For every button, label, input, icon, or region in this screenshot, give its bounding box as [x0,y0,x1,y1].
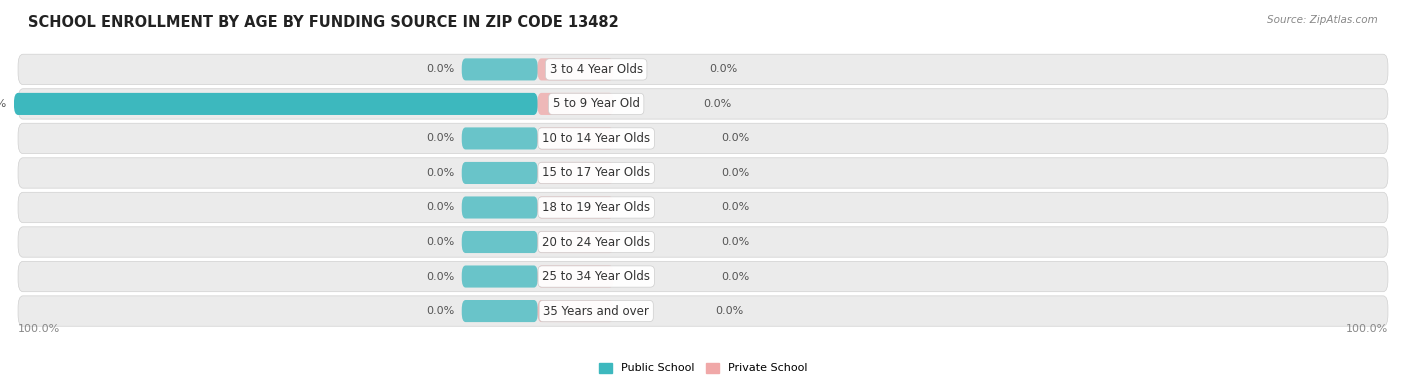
FancyBboxPatch shape [18,123,1388,154]
FancyBboxPatch shape [18,192,1388,223]
Text: 35 Years and over: 35 Years and over [543,305,650,317]
FancyBboxPatch shape [461,231,537,253]
Text: 0.0%: 0.0% [427,306,456,316]
FancyBboxPatch shape [18,158,1388,188]
FancyBboxPatch shape [18,261,1388,292]
Text: 0.0%: 0.0% [427,64,456,74]
Text: 0.0%: 0.0% [721,202,749,213]
Text: 100.0%: 100.0% [0,99,7,109]
FancyBboxPatch shape [537,162,613,184]
FancyBboxPatch shape [461,58,537,80]
FancyBboxPatch shape [18,89,1388,119]
Text: 25 to 34 Year Olds: 25 to 34 Year Olds [543,270,650,283]
Text: 0.0%: 0.0% [716,306,744,316]
Text: 5 to 9 Year Old: 5 to 9 Year Old [553,97,640,110]
FancyBboxPatch shape [537,58,613,80]
Text: SCHOOL ENROLLMENT BY AGE BY FUNDING SOURCE IN ZIP CODE 13482: SCHOOL ENROLLMENT BY AGE BY FUNDING SOUR… [28,15,619,30]
Text: 0.0%: 0.0% [703,99,731,109]
Text: 15 to 17 Year Olds: 15 to 17 Year Olds [543,167,651,179]
Text: 10 to 14 Year Olds: 10 to 14 Year Olds [543,132,651,145]
Text: 0.0%: 0.0% [721,237,749,247]
Legend: Public School, Private School: Public School, Private School [595,358,811,377]
Text: 3 to 4 Year Olds: 3 to 4 Year Olds [550,63,643,76]
Text: 0.0%: 0.0% [721,271,749,282]
Text: 20 to 24 Year Olds: 20 to 24 Year Olds [543,236,651,248]
FancyBboxPatch shape [461,127,537,150]
Text: 0.0%: 0.0% [427,202,456,213]
Text: 100.0%: 100.0% [18,324,60,334]
FancyBboxPatch shape [461,196,537,219]
FancyBboxPatch shape [14,93,537,115]
Text: 0.0%: 0.0% [427,237,456,247]
FancyBboxPatch shape [18,54,1388,84]
Text: Source: ZipAtlas.com: Source: ZipAtlas.com [1267,15,1378,25]
Text: 0.0%: 0.0% [427,133,456,143]
FancyBboxPatch shape [537,93,613,115]
Text: 0.0%: 0.0% [721,133,749,143]
FancyBboxPatch shape [537,265,613,288]
FancyBboxPatch shape [461,265,537,288]
FancyBboxPatch shape [537,196,613,219]
FancyBboxPatch shape [537,127,613,150]
Text: 18 to 19 Year Olds: 18 to 19 Year Olds [543,201,651,214]
FancyBboxPatch shape [537,231,613,253]
Text: 0.0%: 0.0% [427,271,456,282]
FancyBboxPatch shape [18,296,1388,326]
Text: 100.0%: 100.0% [1346,324,1388,334]
FancyBboxPatch shape [18,227,1388,257]
FancyBboxPatch shape [537,300,613,322]
Text: 0.0%: 0.0% [709,64,738,74]
Text: 0.0%: 0.0% [427,168,456,178]
FancyBboxPatch shape [461,300,537,322]
FancyBboxPatch shape [461,162,537,184]
Text: 0.0%: 0.0% [721,168,749,178]
